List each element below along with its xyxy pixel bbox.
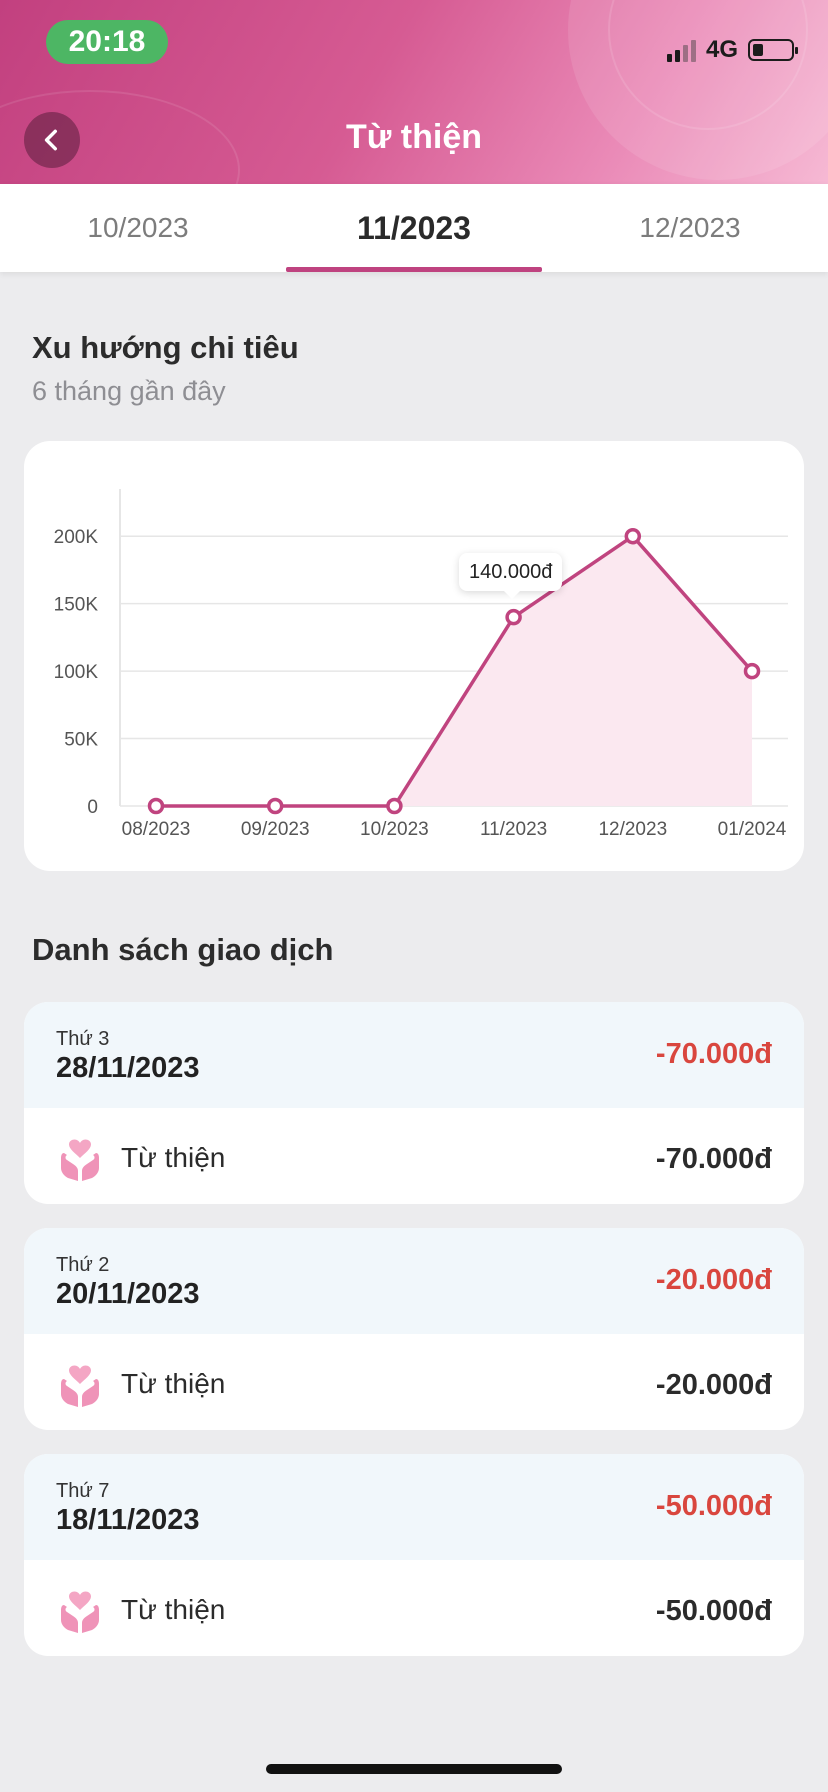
trend-title: Xu hướng chi tiêu	[32, 330, 299, 365]
transaction-amount: -70.000đ	[655, 1143, 772, 1175]
status-icons: 4G	[666, 36, 798, 64]
y-tick-label: 50K	[64, 730, 98, 751]
transaction-date: 18/11/2023	[56, 1504, 200, 1536]
y-tick-label: 100K	[54, 662, 99, 683]
battery-icon	[748, 39, 798, 61]
page-title: Từ thiện	[345, 118, 483, 156]
transaction-weekday: Thứ 2	[56, 1254, 110, 1276]
y-tick-label: 150K	[54, 595, 99, 616]
transaction-group-header	[24, 1002, 804, 1108]
transaction-group[interactable]: Thứ 2 20/11/2023 -20.000đ Từ thiện -20.0…	[24, 1228, 804, 1430]
transaction-date: 20/11/2023	[56, 1278, 200, 1310]
transaction-date: 28/11/2023	[56, 1052, 200, 1084]
transaction-amount: -50.000đ	[655, 1595, 772, 1627]
charity-heart-hands-icon	[61, 1139, 99, 1181]
transaction-day-total: -20.000đ	[655, 1264, 772, 1296]
status-time: 20:18	[46, 20, 168, 64]
chart-tooltip: 140.000đ	[459, 553, 563, 599]
transaction-category: Từ thiện	[121, 1142, 226, 1173]
trend-subtitle: 6 tháng gần đây	[32, 376, 226, 406]
home-indicator	[266, 1764, 562, 1774]
area-fill	[156, 536, 752, 806]
data-point	[505, 608, 522, 626]
transaction-day-total: -70.000đ	[655, 1038, 772, 1070]
transaction-category: Từ thiện	[121, 1594, 226, 1625]
transaction-group-header	[24, 1454, 804, 1560]
x-tick-label: 11/2023	[480, 819, 547, 840]
app-header: 20:18 4G Từ thiện	[0, 0, 828, 184]
y-tick-label: 200K	[54, 527, 99, 548]
transaction-group[interactable]: Thứ 3 28/11/2023 -70.000đ Từ thiện -70.0…	[24, 1002, 804, 1204]
charity-heart-hands-icon	[61, 1591, 99, 1633]
data-point	[147, 797, 165, 815]
transaction-day-total: -50.000đ	[655, 1490, 772, 1522]
tab-month-next[interactable]: 12/2023	[639, 212, 741, 243]
x-tick-label: 12/2023	[598, 819, 667, 840]
chevron-left-icon	[44, 129, 57, 151]
x-tick-label: 08/2023	[122, 819, 191, 840]
data-point	[743, 662, 761, 680]
data-point	[624, 527, 642, 545]
data-point	[266, 797, 284, 815]
transaction-group-header	[24, 1228, 804, 1334]
network-type: 4G	[705, 36, 738, 63]
transactions-title: Danh sách giao dịch	[32, 932, 334, 967]
transaction-group[interactable]: Thứ 7 18/11/2023 -50.000đ Từ thiện -50.0…	[24, 1454, 804, 1656]
data-point	[386, 797, 403, 815]
tab-month-current[interactable]: 11/2023	[276, 184, 552, 272]
x-tick-label: 10/2023	[360, 819, 429, 840]
series-line	[156, 534, 754, 808]
y-tick-label: 0	[87, 797, 98, 818]
transaction-category: Từ thiện	[121, 1368, 226, 1399]
charity-heart-hands-icon	[61, 1365, 99, 1407]
x-tick-label: 09/2023	[241, 819, 310, 840]
transaction-amount: -20.000đ	[655, 1369, 772, 1401]
back-button[interactable]	[24, 112, 80, 168]
month-tabs: 10/2023 11/2023 12/2023	[0, 184, 828, 272]
x-tick-label: 01/2024	[718, 819, 787, 840]
transaction-weekday: Thứ 3	[56, 1028, 110, 1050]
tab-month-prev[interactable]: 10/2023	[87, 212, 189, 243]
signal-icon	[666, 38, 696, 62]
trend-chart: 0 50K 100K 150K 200K 08/2023 09/2023 10/2023 11/…	[54, 489, 788, 840]
transaction-weekday: Thứ 7	[56, 1480, 110, 1502]
trend-chart-card: 0 50K 100K 150K 200K 08/2023 09/2023 10/2023 11/…	[24, 441, 804, 871]
